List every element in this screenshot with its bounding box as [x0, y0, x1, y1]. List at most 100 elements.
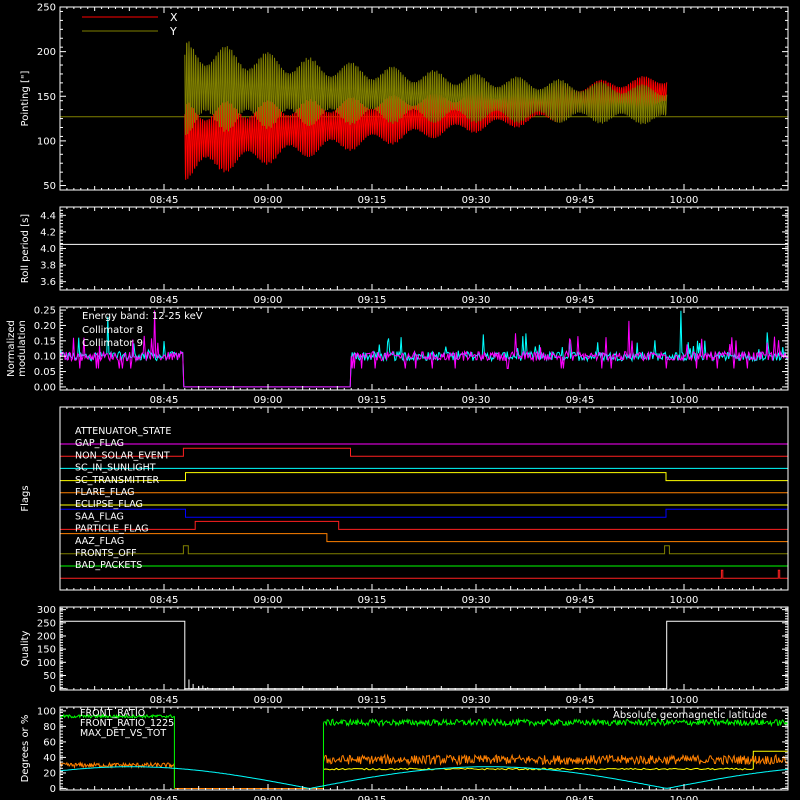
flags-ylabel: Flags — [20, 485, 31, 511]
degrees-x-tick-label: 09:00 — [254, 795, 283, 800]
pointing-y-tick-label: 250 — [37, 3, 56, 14]
pointing-x-tick-label: 09:45 — [566, 195, 595, 206]
degrees-right-label: Absolute geomagnetic latitude — [613, 710, 767, 721]
modulation-y-tick-label: 0.15 — [34, 336, 56, 347]
modulation-x-tick-label: 09:45 — [566, 395, 595, 406]
modulation-ylabel: Normalized — [6, 320, 17, 377]
quality-y-tick-label: 50 — [43, 671, 56, 682]
flag-label: SC_IN_SUNLIGHT — [75, 463, 156, 474]
degrees-legend-label: FRONT_RATIO — [80, 708, 145, 719]
pointing-frame — [59, 6, 789, 191]
degrees-geomag-latitude-series — [59, 766, 789, 789]
roll-x-tick-label: 09:00 — [254, 295, 283, 306]
flag-label: AAZ_FLAG — [75, 536, 124, 547]
modulation-y-tick-label: 0.05 — [34, 367, 56, 378]
degrees-ylabel: Degrees or % — [20, 715, 31, 783]
quality-x-tick-label: 10:00 — [670, 695, 699, 706]
modulation-legend-label: Collimator 9 — [82, 338, 143, 349]
degrees-x-tick-label: 09:15 — [358, 795, 387, 800]
modulation-annotation: Energy band: 12-25 keV — [82, 311, 203, 322]
modulation-series-1 — [59, 310, 789, 388]
degrees-legend-label: FRONT_RATIO_1225 — [80, 718, 174, 729]
degrees-max-det-series-post — [323, 753, 789, 766]
degrees-x-tick-label: 08:45 — [150, 795, 179, 800]
flag-label: GAP_FLAG — [75, 438, 124, 449]
pointing-x-tick-label: 09:15 — [358, 195, 387, 206]
pointing-x-tick-label: 08:45 — [150, 195, 179, 206]
flags-x-tick-label: 10:00 — [670, 595, 699, 606]
flag-trace — [60, 472, 788, 482]
marks-layer — [59, 41, 789, 789]
modulation-frame — [59, 306, 789, 391]
roll-y-tick-label: 3.8 — [40, 261, 56, 272]
quality-x-tick-label: 09:30 — [462, 695, 491, 706]
flags-frame — [59, 406, 789, 591]
flag-label: SC_TRANSMITTER — [75, 475, 160, 486]
degrees-y-tick-label: 40 — [43, 753, 56, 764]
flag-trace — [60, 520, 788, 530]
pointing-legend-label: X — [170, 11, 178, 24]
roll-y-tick-label: 4.0 — [40, 244, 56, 255]
degrees-x-tick-label: 09:30 — [462, 795, 491, 800]
modulation-legend-label: Collimator 8 — [82, 325, 143, 336]
roll-y-tick-label: 4.2 — [40, 227, 56, 238]
quality-x-tick-label: 09:15 — [358, 695, 387, 706]
modulation-y-tick-label: 0.10 — [34, 352, 56, 363]
roll-x-tick-label: 09:45 — [566, 295, 595, 306]
degrees-y-tick-label: 20 — [43, 768, 56, 779]
flags-x-tick-label: 08:45 — [150, 595, 179, 606]
degrees-y-tick-label: 100 — [37, 706, 56, 717]
degrees-x-tick-label: 09:45 — [566, 795, 595, 800]
roll-y-tick-label: 4.4 — [40, 211, 56, 222]
quality-y-tick-label: 300 — [37, 605, 56, 616]
degrees-x-tick-label: 10:00 — [670, 795, 699, 800]
roll-frame — [59, 206, 789, 291]
modulation-x-tick-label: 08:45 — [150, 395, 179, 406]
modulation-y-tick-label: 0.00 — [34, 382, 56, 393]
degrees-max-det-series-pre — [59, 761, 175, 770]
pointing-legend-label: Y — [169, 25, 177, 38]
flag-trace — [60, 508, 788, 518]
flag-trace — [60, 533, 788, 543]
flag-label: NON_SOLAR_EVENT — [75, 450, 170, 461]
pointing-y-tick-label: 200 — [37, 47, 56, 58]
quality-ylabel: Quality — [20, 631, 31, 667]
degrees-front-ratio-series-pre — [59, 713, 175, 720]
roll-x-tick-label: 08:45 — [150, 295, 179, 306]
pointing-x-tick-label: 09:00 — [254, 195, 283, 206]
degrees-legend-label: MAX_DET_VS_TOT — [80, 728, 166, 739]
flags-x-tick-label: 09:30 — [462, 595, 491, 606]
quality-trace — [60, 620, 788, 690]
roll-x-tick-label: 10:00 — [670, 295, 699, 306]
roll-y-tick-label: 3.6 — [40, 277, 56, 288]
quality-y-tick-label: 0 — [50, 684, 56, 695]
pointing-y-tick-label: 50 — [43, 181, 56, 192]
flag-label: BAD_PACKETS — [75, 560, 142, 571]
modulation-ylabel: modulation — [17, 320, 28, 377]
degrees-y-tick-label: 80 — [43, 722, 56, 733]
roll-x-tick-label: 09:15 — [358, 295, 387, 306]
modulation-x-tick-label: 10:00 — [670, 395, 699, 406]
flag-trace — [60, 447, 788, 457]
modulation-series-2 — [59, 310, 789, 388]
flag-label: ATTENUATOR_STATE — [75, 426, 171, 437]
pointing-x-tick-label: 09:30 — [462, 195, 491, 206]
degrees-y-tick-label: 60 — [43, 737, 56, 748]
flag-trace — [60, 569, 788, 579]
modulation-x-tick-label: 09:00 — [254, 395, 283, 406]
flags-x-tick-label: 09:15 — [358, 595, 387, 606]
quality-x-tick-label: 08:45 — [150, 695, 179, 706]
degrees-y-tick-label: 0 — [50, 784, 56, 795]
flag-label: FLARE_FLAG — [75, 487, 135, 498]
pointing-y-tick-label: 150 — [37, 92, 56, 103]
pointing-series-y — [184, 41, 668, 136]
quality-x-tick-label: 09:45 — [566, 695, 595, 706]
modulation-y-tick-label: 0.20 — [34, 321, 56, 332]
roll-ylabel: Roll period [s] — [20, 214, 31, 283]
flag-trace — [60, 545, 788, 555]
pointing-x-tick-label: 10:00 — [670, 195, 699, 206]
pointing-ylabel: Pointing ["] — [20, 70, 31, 126]
quality-y-tick-label: 150 — [37, 645, 56, 656]
flags-x-tick-label: 09:00 — [254, 595, 283, 606]
